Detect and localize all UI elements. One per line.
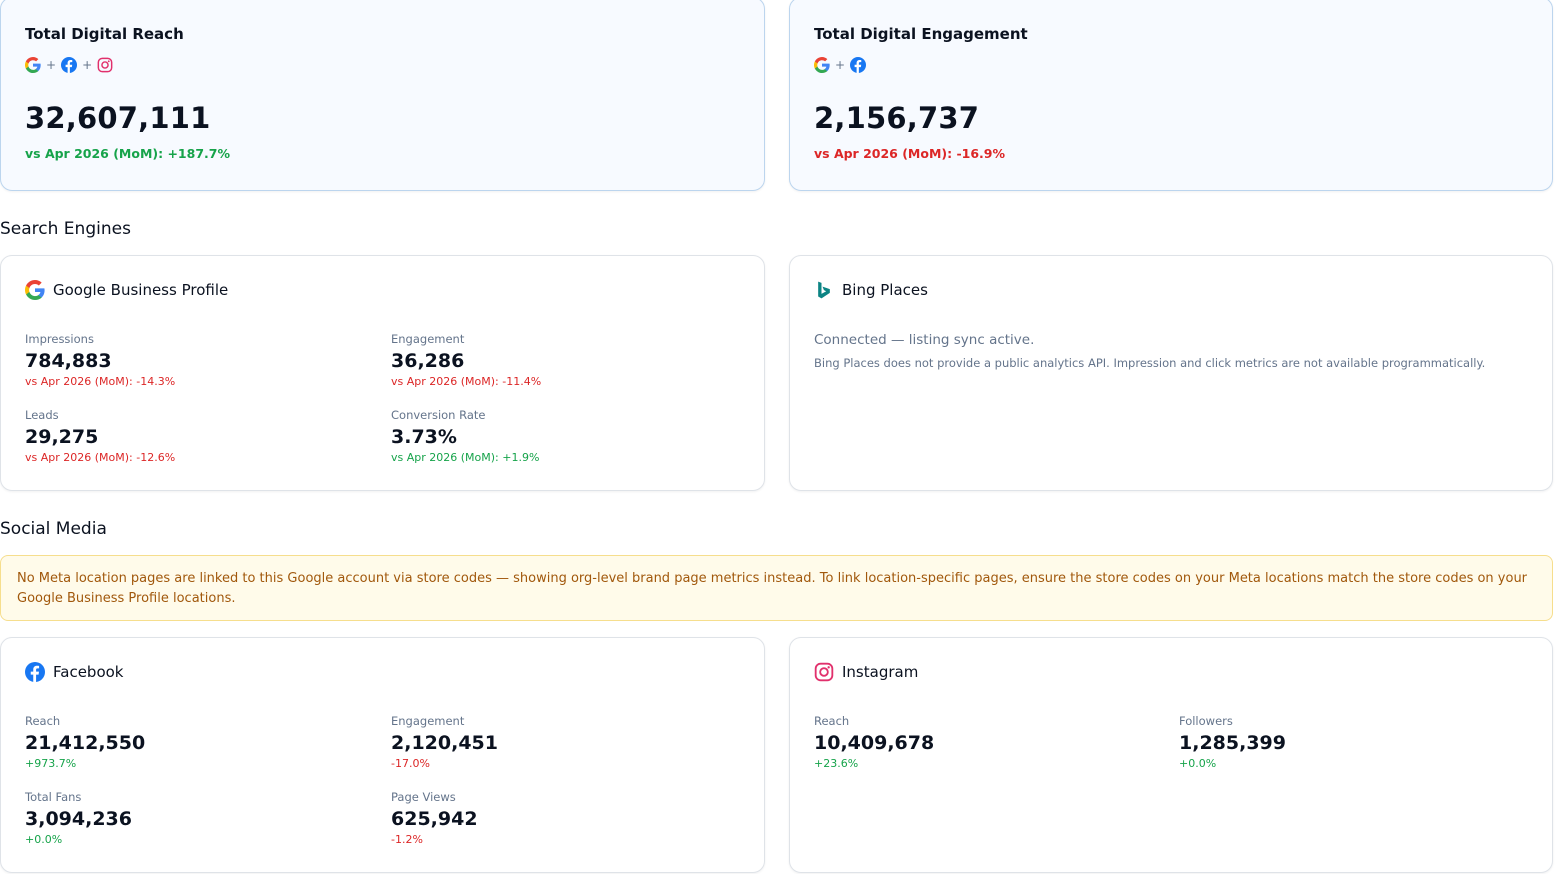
metric-delta: -17.0% [391, 757, 430, 770]
metric-delta: -1.2% [391, 833, 423, 846]
google-leads-metric: Leads 29,275 vs Apr 2026 (MoM): -12.6% [25, 408, 175, 465]
meta-store-code-warning: No Meta location pages are linked to thi… [0, 555, 1553, 621]
facebook-engagement-metric: Engagement 2,120,451 -17.0% [391, 714, 498, 771]
facebook-icon [61, 57, 78, 73]
bing-connection-status: Connected — listing sync active. [814, 332, 1035, 348]
metric-delta: vs Apr 2026 (MoM): -14.3% [25, 375, 176, 388]
total-digital-engagement-value: 2,156,737 [814, 101, 980, 135]
total-digital-engagement-delta: vs Apr 2026 (MoM): -16.9% [814, 146, 1006, 161]
engagement-sources: + [814, 57, 867, 73]
facebook-total-fans-metric: Total Fans 3,094,236 +0.0% [25, 790, 132, 847]
bing-icon [814, 280, 834, 300]
bing-card-title: Bing Places [842, 281, 928, 299]
metric-label: Reach [25, 714, 61, 728]
instagram-followers-metric: Followers 1,285,399 +0.0% [1179, 714, 1286, 771]
metric-delta: +0.0% [25, 833, 63, 846]
google-icon [814, 57, 830, 73]
instagram-icon [814, 662, 834, 682]
metric-value: 36,286 [391, 350, 465, 372]
google-business-profile-card: Google Business Profile Impressions 784,… [0, 255, 765, 491]
instagram-card: Instagram Reach 10,409,678 +23.6% Follow… [789, 637, 1553, 873]
metric-value: 1,285,399 [1179, 732, 1286, 754]
metric-label: Page Views [391, 790, 456, 804]
metric-value: 784,883 [25, 350, 112, 372]
metric-value: 3,094,236 [25, 808, 132, 830]
facebook-reach-metric: Reach 21,412,550 +973.7% [25, 714, 145, 771]
metric-label: Impressions [25, 332, 94, 346]
metric-value: 21,412,550 [25, 732, 146, 754]
metric-value: 625,942 [391, 808, 478, 830]
facebook-icon [850, 57, 867, 73]
google-icon [25, 57, 41, 73]
metric-delta: +0.0% [1179, 757, 1217, 770]
total-digital-reach-value: 32,607,111 [25, 101, 211, 135]
total-digital-engagement-title: Total Digital Engagement [814, 25, 1028, 43]
metric-value: 10,409,678 [814, 732, 935, 754]
plus-separator: + [82, 58, 93, 72]
social-media-heading: Social Media [0, 519, 107, 539]
metric-value: 29,275 [25, 426, 99, 448]
search-engines-heading: Search Engines [0, 219, 131, 239]
google-card-title: Google Business Profile [53, 281, 229, 299]
total-digital-reach-card: Total Digital Reach + + 32,607,111 vs Ap… [0, 0, 765, 191]
instagram-card-title: Instagram [842, 663, 919, 681]
metric-label: Followers [1179, 714, 1233, 728]
facebook-card-title: Facebook [53, 663, 124, 681]
metric-delta: +973.7% [25, 757, 77, 770]
facebook-card-header: Facebook [25, 662, 123, 682]
metric-label: Reach [814, 714, 850, 728]
instagram-card-header: Instagram [814, 662, 918, 682]
metric-value: 2,120,451 [391, 732, 498, 754]
metric-delta: vs Apr 2026 (MoM): -11.4% [391, 375, 542, 388]
bing-places-card: Bing Places Connected — listing sync act… [789, 255, 1553, 491]
total-digital-engagement-card: Total Digital Engagement + 2,156,737 vs … [789, 0, 1553, 191]
metric-delta: vs Apr 2026 (MoM): +1.9% [391, 451, 540, 464]
instagram-icon [97, 57, 113, 73]
plus-separator: + [46, 58, 57, 72]
metric-delta: +23.6% [814, 757, 859, 770]
bing-card-header: Bing Places [814, 280, 928, 300]
google-engagement-metric: Engagement 36,286 vs Apr 2026 (MoM): -11… [391, 332, 541, 389]
metric-label: Total Fans [25, 790, 82, 804]
metric-value: 3.73% [391, 426, 457, 448]
total-digital-reach-title: Total Digital Reach [25, 25, 184, 43]
bing-api-note: Bing Places does not provide a public an… [814, 356, 1486, 370]
instagram-reach-metric: Reach 10,409,678 +23.6% [814, 714, 934, 771]
metric-label: Engagement [391, 332, 465, 346]
google-conversion-rate-metric: Conversion Rate 3.73% vs Apr 2026 (MoM):… [391, 408, 539, 465]
reach-sources: + + [25, 57, 113, 73]
plus-separator: + [835, 58, 846, 72]
metric-label: Engagement [391, 714, 465, 728]
total-digital-reach-delta: vs Apr 2026 (MoM): +187.7% [25, 146, 230, 161]
facebook-page-views-metric: Page Views 625,942 -1.2% [391, 790, 478, 847]
facebook-card: Facebook Reach 21,412,550 +973.7% Engage… [0, 637, 765, 873]
facebook-icon [25, 662, 45, 682]
google-impressions-metric: Impressions 784,883 vs Apr 2026 (MoM): -… [25, 332, 175, 389]
metric-delta: vs Apr 2026 (MoM): -12.6% [25, 451, 176, 464]
google-card-header: Google Business Profile [25, 280, 228, 300]
metric-label: Conversion Rate [391, 408, 486, 422]
google-icon [25, 280, 45, 300]
metric-label: Leads [25, 408, 59, 422]
